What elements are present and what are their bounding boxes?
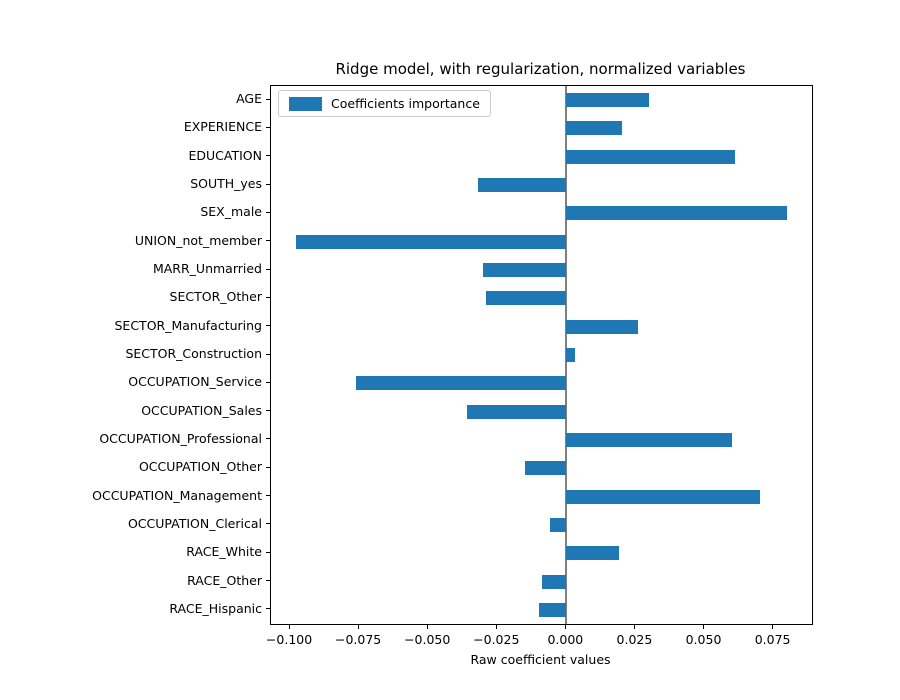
y-tick-label: OCCUPATION_Other (138, 459, 262, 475)
bar-SECTOR_Other (486, 291, 567, 306)
bar-UNION_not_member (295, 234, 567, 249)
x-tick-mark (772, 625, 774, 629)
x-axis-label: Raw coefficient values (470, 652, 611, 667)
y-tick-label: AGE (236, 91, 262, 107)
bar-EDUCATION (566, 149, 735, 164)
y-tick-label: OCCUPATION_Clerical (127, 515, 262, 531)
x-tick-mark (426, 625, 428, 629)
y-tick-mark (266, 438, 270, 440)
y-tick-label: EDUCATION (188, 147, 263, 163)
x-tick-label: 0.050 (685, 632, 722, 647)
y-tick-mark (266, 353, 270, 355)
y-tick-mark (266, 523, 270, 525)
bar-MARR_Unmarried (483, 263, 567, 278)
bar-AGE (566, 93, 650, 108)
bar-OCCUPATION_Service (356, 376, 567, 391)
y-tick-label: OCCUPATION_Management (92, 487, 262, 503)
plot-area: Coefficients importance (270, 85, 813, 625)
y-tick-mark (266, 211, 270, 213)
y-tick-label: OCCUPATION_Professional (99, 430, 262, 446)
x-tick-label: 0.000 (547, 632, 584, 647)
y-tick-label: UNION_not_member (134, 232, 262, 248)
bar-EXPERIENCE (566, 121, 622, 136)
x-tick-mark (495, 625, 497, 629)
y-tick-mark (266, 126, 270, 128)
y-tick-mark (266, 381, 270, 383)
y-tick-label: RACE_White (186, 544, 262, 560)
bar-RACE_White (566, 546, 619, 561)
bar-SOUTH_yes (477, 178, 567, 193)
legend-label: Coefficients importance (331, 96, 480, 111)
chart-title: Ridge model, with regularization, normal… (335, 60, 746, 78)
x-tick-mark (564, 625, 566, 629)
x-tick-label: −0.025 (473, 632, 520, 647)
y-tick-label: OCCUPATION_Sales (141, 402, 262, 418)
y-tick-label: OCCUPATION_Service (128, 374, 262, 390)
x-tick-label: 0.075 (754, 632, 791, 647)
x-tick-label: 0.025 (616, 632, 653, 647)
bar-OCCUPATION_Clerical (549, 517, 567, 532)
legend-color-swatch (289, 96, 322, 111)
y-tick-label: EXPERIENCE (183, 119, 262, 135)
x-tick-label: −0.075 (334, 632, 382, 647)
bar-RACE_Other (541, 574, 567, 589)
y-tick-label: MARR_Unmarried (152, 261, 262, 277)
bar-SECTOR_Manufacturing (566, 319, 639, 334)
bar-SECTOR_Construction (566, 348, 575, 362)
bar-OCCUPATION_Professional (566, 432, 733, 447)
y-tick-mark (266, 551, 270, 553)
bar-OCCUPATION_Management (566, 489, 760, 504)
bar-OCCUPATION_Sales (466, 404, 567, 419)
y-tick-label: SECTOR_Manufacturing (114, 317, 263, 333)
y-tick-mark (266, 155, 270, 157)
y-tick-mark (266, 325, 270, 327)
y-tick-mark (266, 495, 270, 497)
y-tick-label: SECTOR_Other (169, 289, 262, 305)
y-tick-mark (266, 608, 270, 610)
y-tick-mark (266, 580, 270, 582)
bar-OCCUPATION_Other (524, 461, 567, 476)
x-tick-mark (703, 625, 705, 629)
y-tick-label: SOUTH_yes (190, 176, 262, 192)
y-tick-label: RACE_Hispanic (169, 600, 262, 616)
y-tick-label: SECTOR_Construction (125, 346, 262, 361)
y-tick-mark (266, 268, 270, 270)
bar-RACE_Hispanic (538, 602, 567, 617)
y-tick-label: SEX_male (200, 204, 262, 220)
legend: Coefficients importance (278, 90, 491, 117)
y-tick-mark (266, 98, 270, 100)
y-tick-label: RACE_Other (187, 572, 262, 588)
x-tick-mark (357, 625, 359, 629)
bar-SEX_male (566, 206, 788, 221)
x-tick-label: −0.100 (265, 632, 313, 647)
y-tick-mark (266, 183, 270, 185)
x-tick-label: −0.050 (404, 632, 451, 647)
x-tick-mark (633, 625, 635, 629)
y-tick-mark (266, 296, 270, 298)
y-tick-mark (266, 410, 270, 412)
y-tick-mark (266, 240, 270, 242)
x-tick-mark (288, 625, 290, 629)
y-tick-mark (266, 466, 270, 468)
